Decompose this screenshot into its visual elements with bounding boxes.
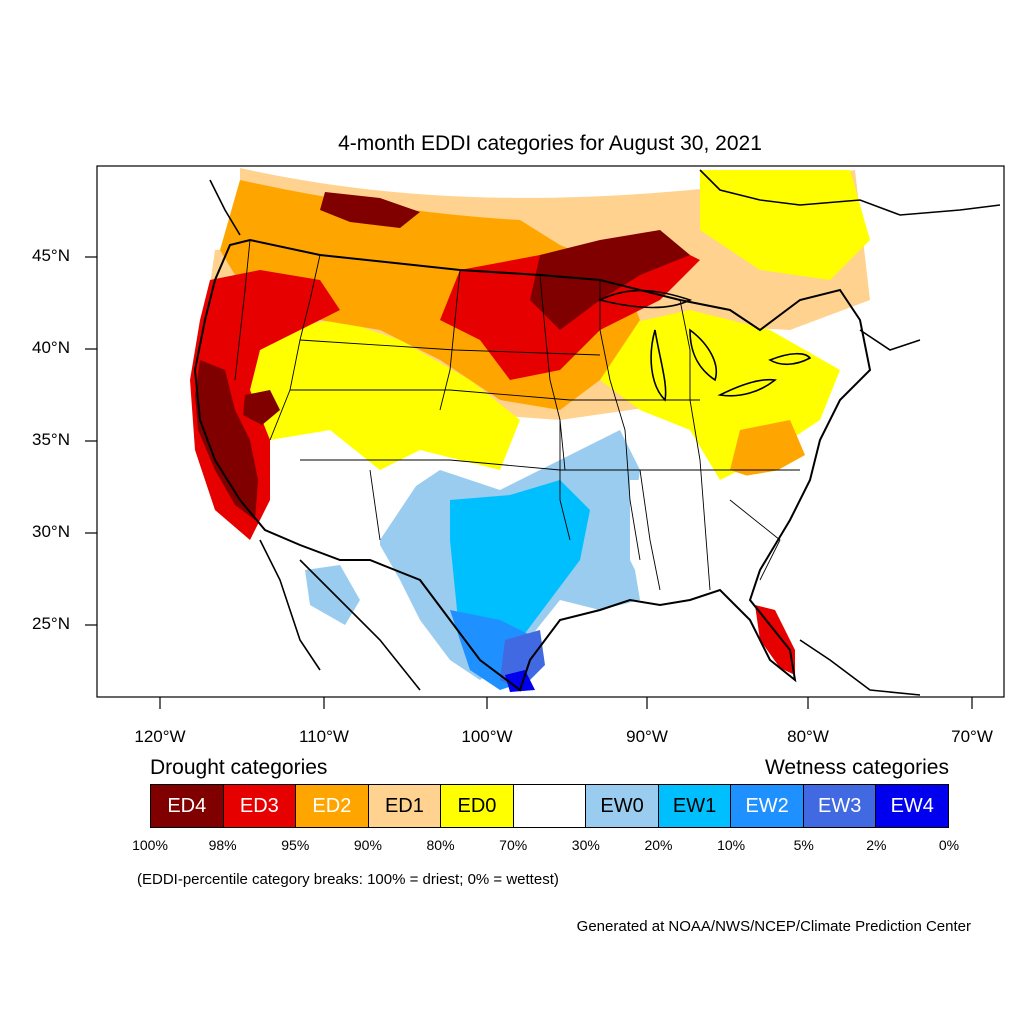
latitude-label: 40°N [32,338,70,357]
legend-break-label: 0% [938,837,960,853]
legend-break-label: 20% [644,837,673,853]
legend-break-label: 100% [132,837,168,853]
state-boundaries [234,239,800,591]
legend-category-ew0: EW0 [586,785,659,827]
legend-category-ed0: ED0 [441,785,514,827]
map-canvas [97,166,1004,697]
break-note: (EDDI-percentile category breaks: 100% =… [137,871,559,888]
longitude-label: 100°W [461,727,513,746]
legend-break-label: 5% [793,837,814,853]
latitude-label: 35°N [32,430,70,449]
longitude-label: 80°W [787,727,829,746]
longitude-label: 90°W [626,727,668,746]
longitude-label: 120°W [134,727,186,746]
latitude-tick-marks [85,256,97,626]
legend-break-label: 95% [281,837,310,853]
ew1-region-texas [450,480,590,660]
latitude-label: 45°N [32,246,70,265]
ed4-region-california [195,360,258,520]
legend-category-ed1: ED1 [368,785,442,827]
legend-category-ew4: EW4 [876,785,949,827]
canada-mexico-coastlines [209,169,1001,696]
ed0-region-northeast [700,170,870,280]
legend-category-ew1: EW1 [658,785,732,827]
ed4-region-minnesota [530,230,690,330]
legend-break-label: 30% [571,837,600,853]
latitude-label: 30°N [32,522,70,541]
map-frame [96,165,1005,698]
legend-category-ed3: ED3 [223,785,297,827]
legend-color-bar: ED4 ED3 ED2 ED1 ED0 EW0 EW1 EW2 EW3 EW4 [150,784,949,828]
ew4-region-coast [505,670,535,692]
no-category-southeast [630,470,830,600]
legend-category-ed4: ED4 [151,785,224,827]
legend-category-ed2: ED2 [296,785,369,827]
latitude-label: 25°N [32,614,70,633]
legend-break-label: 10% [717,837,746,853]
legend-break-label: 98% [208,837,237,853]
legend-category-ew3: EW3 [803,785,877,827]
ed4-region-nevada [243,390,280,425]
ed3-region-florida [755,605,795,675]
legend-break-label: 2% [866,837,887,853]
conus-outline [193,238,872,692]
ed0-region-west [240,320,520,470]
credit-line: Generated at NOAA/NWS/NCEP/Climate Predi… [576,918,971,935]
ed2-region-virginia [730,420,805,480]
legend-category-none [513,785,587,827]
longitude-tick-marks [159,697,973,709]
drought-heading: Drought categories [150,756,328,779]
map-title: 4-month EDDI categories for August 30, 2… [338,132,762,155]
ed4-region-montana [320,192,420,228]
legend-break-label: 70% [499,837,528,853]
no-category-southwest [290,470,420,570]
ew0-region-southwest [305,565,360,625]
great-lakes [597,289,812,402]
longitude-label: 70°W [951,727,993,746]
wetness-heading: Wetness categories [764,756,949,779]
legend-break-label: 80% [426,837,455,853]
longitude-label: 110°W [299,727,349,746]
legend-break-label: 90% [353,837,382,853]
legend-category-ew2: EW2 [731,785,804,827]
